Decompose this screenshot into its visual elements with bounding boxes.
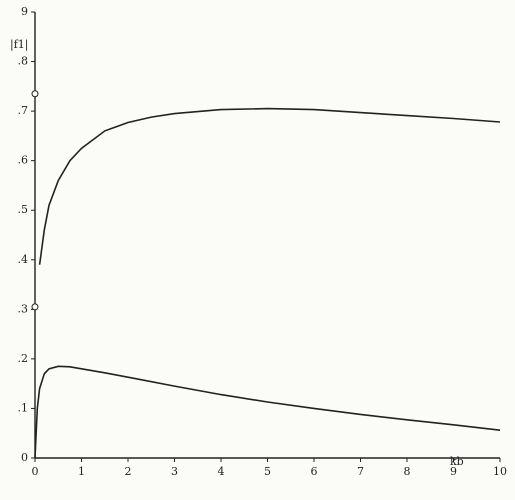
x-tick-label: 5 [264, 465, 271, 478]
y-tick-label: .7 [18, 104, 29, 117]
x-tick-label: 7 [357, 465, 364, 478]
y-tick-label: .8 [18, 55, 29, 68]
axis-point [31, 303, 39, 311]
axis-point [31, 90, 39, 98]
y-tick-label: .4 [18, 253, 29, 266]
x-tick-label: 8 [404, 465, 411, 478]
y-tick-label: .6 [18, 154, 29, 167]
x-tick-label: 4 [218, 465, 225, 478]
x-tick-label: 0 [32, 465, 39, 478]
y-tick-label: .3 [18, 302, 29, 315]
x-tick-label: 9 [450, 465, 457, 478]
curve [38, 107, 501, 265]
x-tick-label: 10 [493, 465, 507, 478]
y-tick-label: .5 [18, 203, 29, 216]
curve [34, 365, 501, 459]
y-axis-label: |f1| [10, 38, 28, 52]
x-tick-label: 2 [125, 465, 132, 478]
y-tick-label: .1 [18, 401, 29, 414]
x-tick-label: 1 [78, 465, 85, 478]
y-tick-label: 9 [21, 5, 28, 18]
y-tick-label: 0 [21, 451, 28, 464]
x-tick-label: 6 [311, 465, 318, 478]
y-tick-label: .2 [18, 352, 29, 365]
x-tick-label: 3 [171, 465, 178, 478]
